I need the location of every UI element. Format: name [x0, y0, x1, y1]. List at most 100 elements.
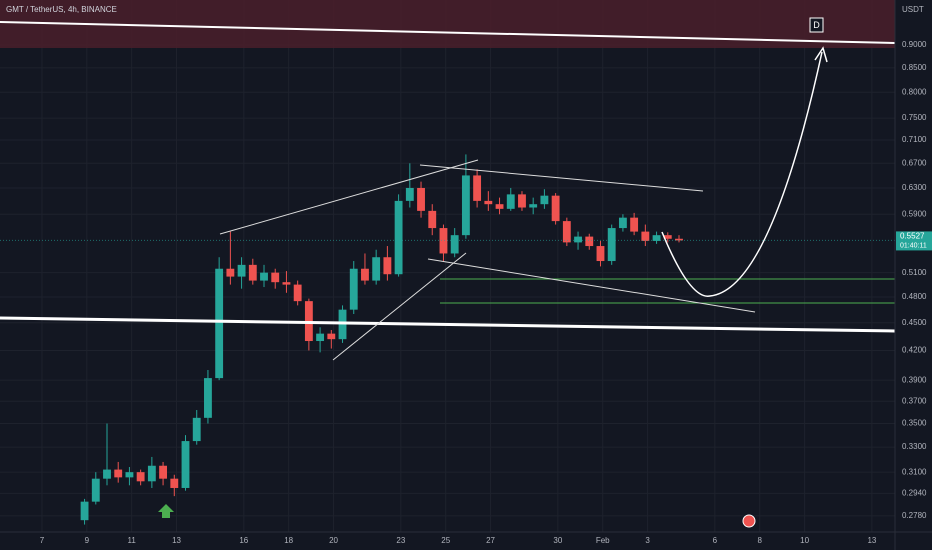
candle-body [204, 378, 212, 418]
candle-body [495, 204, 504, 209]
candle-body [327, 333, 336, 340]
x-tick-label: 9 [85, 536, 90, 545]
candle-body [136, 472, 145, 482]
candle-body [271, 272, 280, 283]
y-tick-label: 0.7500 [902, 113, 927, 122]
x-tick-label: 16 [239, 536, 248, 545]
y-tick-label: 0.4500 [902, 318, 927, 327]
y-tick-label: 0.6700 [902, 158, 927, 167]
y-axis-label: USDT [902, 5, 924, 14]
candle-body [540, 195, 549, 205]
candle-body [529, 204, 538, 208]
y-tick-label: 0.9000 [902, 40, 927, 49]
x-tick-label: 8 [758, 536, 763, 545]
candle-body [147, 465, 156, 482]
candle-body [383, 257, 392, 275]
y-tick-label: 0.5900 [902, 209, 927, 218]
candle-body [91, 478, 100, 502]
x-tick-label: 7 [40, 536, 45, 545]
x-tick-label: 11 [128, 536, 137, 545]
x-tick-label: 3 [645, 536, 650, 545]
candle-body [349, 268, 358, 310]
y-tick-label: 0.8000 [902, 87, 927, 96]
label-box [809, 17, 824, 33]
candle-body [248, 264, 257, 281]
candle-body [473, 175, 482, 201]
candle-body [585, 236, 594, 247]
trend-line [427, 258, 756, 313]
candles [0, 154, 895, 525]
x-tick-label: 18 [284, 536, 293, 545]
candle-body [607, 228, 616, 262]
x-tick-label: 13 [172, 536, 181, 545]
candle-body [641, 231, 650, 241]
candle-body [461, 175, 470, 236]
drawings [0, 21, 896, 528]
countdown-label: 01:40:11 [900, 242, 927, 249]
candle-body [450, 235, 459, 254]
candle-body [562, 221, 571, 243]
y-tick-label: 0.3900 [902, 375, 927, 384]
candle-body [316, 333, 325, 342]
candle-body [596, 246, 605, 262]
candle-body [260, 272, 268, 281]
candle-body [405, 187, 414, 201]
arrow-head [814, 46, 828, 63]
trend-line [419, 164, 704, 192]
y-tick-label: 0.3300 [902, 442, 927, 451]
candle-body [237, 264, 246, 277]
candle-body [439, 228, 448, 254]
y-tick-label: 0.4200 [902, 346, 927, 355]
x-tick-label: 23 [396, 536, 405, 545]
trend-line [332, 252, 467, 361]
candle-body [125, 472, 134, 478]
x-tick-label: 30 [553, 536, 562, 545]
candle-body [192, 417, 201, 442]
candle-body [282, 282, 291, 285]
x-tick-label: 27 [486, 536, 495, 545]
candle-body [170, 478, 179, 488]
y-tick-label: 0.5100 [902, 268, 927, 277]
drawing-label: D [813, 20, 820, 30]
candle-body [181, 441, 190, 488]
candle-body [215, 268, 224, 379]
candle-body [114, 469, 123, 478]
axes: 0.2780 0.2940 0.3100 0.3300 0.3500 0.3700 0.39… [40, 40, 932, 545]
candle-body [103, 469, 111, 479]
trend-line [0, 316, 896, 333]
x-tick-label: 25 [441, 536, 450, 545]
candle-body [80, 501, 89, 521]
y-tick-label: 0.3100 [902, 467, 927, 476]
candle-body [428, 210, 437, 229]
y-tick-label: 0.3500 [902, 419, 927, 428]
last-price-box [896, 231, 932, 251]
candle-body [484, 200, 493, 205]
candle-body [663, 235, 672, 239]
candle-body [159, 465, 167, 479]
grid [0, 0, 895, 532]
event-icon [742, 514, 756, 528]
x-tick-label: 10 [800, 536, 809, 545]
candle-body [226, 268, 235, 277]
y-tick-label: 0.6300 [902, 183, 927, 192]
last-price-label: 0.5527 [900, 232, 925, 241]
y-tick-label: 0.2940 [902, 489, 927, 498]
chart-title: GMT / TetherUS, 4h, BINANCE [6, 5, 117, 14]
trend-line [219, 159, 479, 235]
y-tick-label: 0.8500 [902, 63, 927, 72]
x-tick-label: 13 [867, 536, 876, 545]
candle-body [361, 268, 369, 281]
x-tick-label: 20 [329, 536, 338, 545]
buy-signal-icon [158, 504, 174, 518]
candle-body [518, 194, 526, 208]
y-tick-label: 0.4800 [902, 292, 927, 301]
candle-body [417, 187, 425, 211]
candle-body [293, 284, 302, 302]
x-tick-label: Feb [596, 536, 610, 545]
candle-body [630, 217, 639, 232]
x-tick-label: 6 [713, 536, 718, 545]
projection-arrow [661, 51, 823, 297]
